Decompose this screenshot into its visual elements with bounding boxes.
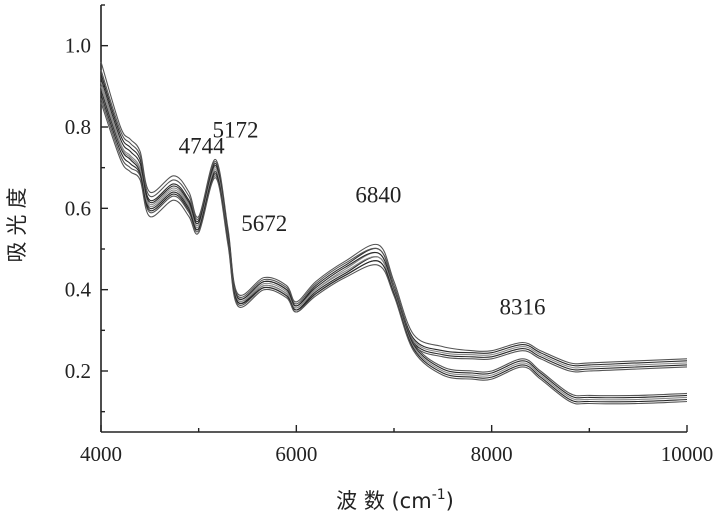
x-tick-label: 6000 [275, 442, 317, 466]
y-tick-label: 0.4 [65, 278, 92, 302]
spectrum-line-3 [101, 82, 687, 368]
spectra-series [101, 62, 687, 404]
y-axis-title: 吸光度 [5, 182, 29, 263]
peak-label-5172: 5172 [212, 117, 258, 142]
spectrum-line-7 [101, 78, 687, 398]
peak-label-5672: 5672 [241, 211, 287, 236]
peak-label-8316: 8316 [500, 294, 546, 319]
y-tick-label: 0.8 [65, 115, 91, 139]
spectrum-line-2 [101, 74, 687, 366]
x-axis-title: 波 数 (cm-1) [336, 487, 454, 513]
x-tick-label: 10000 [661, 442, 714, 466]
spectrum-line-6 [101, 70, 687, 396]
x-ticks: 4000 6000 8000 10000 [80, 425, 713, 466]
x-tick-label: 8000 [471, 442, 513, 466]
x-axis-title-superscript: -1 [432, 487, 446, 503]
spectrum-line-4 [101, 90, 687, 370]
y-tick-label: 1.0 [65, 34, 91, 58]
x-tick-label: 4000 [80, 442, 122, 466]
axes [101, 5, 687, 432]
peak-label-6840: 6840 [355, 183, 401, 208]
y-tick-label: 0.2 [65, 359, 91, 383]
y-tick-label: 0.6 [65, 196, 91, 220]
x-axis-title-close: ) [446, 489, 454, 513]
